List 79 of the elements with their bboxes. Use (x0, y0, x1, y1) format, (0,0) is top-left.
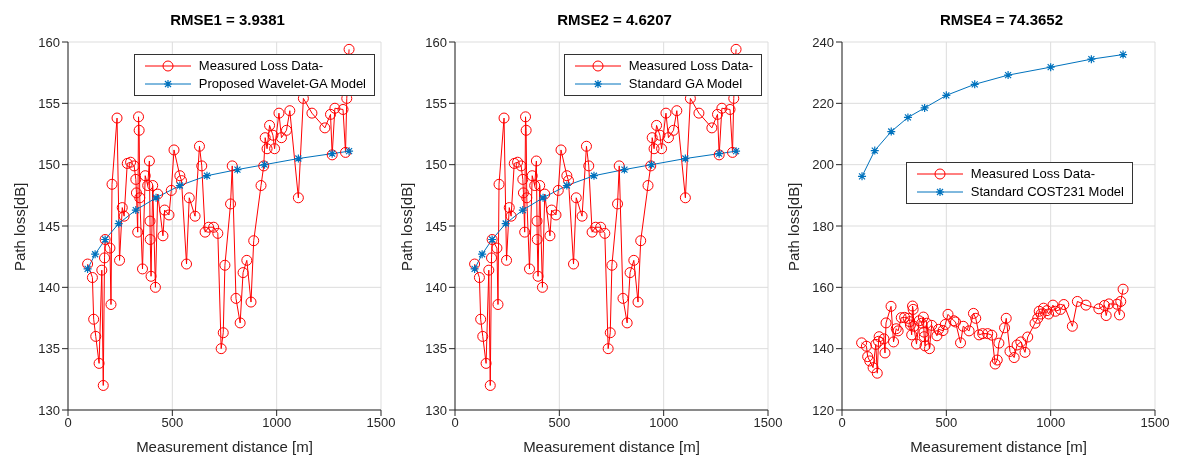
x-tick-label: 0 (451, 415, 459, 431)
point (589, 171, 599, 181)
y-tick-label: 220 (812, 95, 834, 111)
point (83, 264, 93, 274)
y-tick-label: 130 (38, 402, 60, 418)
x-tick-label: 1500 (1140, 415, 1170, 431)
x-axis-title: Measurement distance [m] (523, 438, 700, 455)
y-tick-label: 140 (812, 341, 834, 357)
x-tick-label: 500 (935, 415, 958, 431)
point (344, 146, 354, 156)
point (680, 153, 690, 164)
point (619, 164, 630, 175)
y-tick-label: 155 (38, 95, 60, 111)
point (90, 249, 100, 259)
y-tick-label: 150 (38, 157, 60, 173)
point (151, 193, 161, 203)
y-tick-label: 120 (812, 402, 834, 418)
y-tick-label: 160 (812, 279, 834, 295)
legend-label: Measured Loss Data- (970, 165, 1096, 183)
x-tick-label: 0 (838, 415, 846, 431)
y-tick-label: 160 (38, 34, 60, 50)
point (870, 145, 880, 156)
point (1003, 70, 1013, 80)
y-tick-label: 140 (38, 279, 60, 295)
point (731, 146, 741, 156)
chart-title: RMSE2 = 4.6207 (556, 10, 673, 30)
y-tick-label: 240 (812, 34, 834, 50)
point (114, 218, 124, 229)
y-tick-label: 130 (425, 402, 447, 418)
y-tick-label: 135 (425, 341, 447, 357)
point (903, 112, 913, 123)
x-tick-label: 1000 (1036, 415, 1066, 431)
x-tick-label: 0 (64, 415, 72, 431)
point (920, 103, 930, 113)
point (232, 164, 243, 175)
y-tick-label: 140 (425, 279, 447, 295)
point (477, 249, 487, 259)
legend-label: Measured Loss Data- (198, 57, 324, 75)
point (175, 180, 185, 191)
legend-label: Measured Loss Data- (628, 57, 753, 75)
legend-label: Standard GA Model (628, 75, 743, 93)
legend-label: Standard COST231 Model (970, 183, 1124, 201)
y-tick-label: 150 (425, 157, 447, 173)
x-tick-label: 1000 (649, 415, 679, 431)
y-tick-label: 145 (425, 218, 447, 234)
point (501, 218, 511, 229)
x-tick-label: 1500 (366, 415, 396, 431)
x-axis-title: Measurement distance [m] (136, 438, 313, 455)
y-tick-label: 155 (425, 95, 447, 111)
x-tick-label: 500 (161, 415, 184, 431)
x-axis-title: Measurement distance [m] (910, 438, 1087, 455)
point (970, 79, 980, 89)
x-tick-label: 500 (548, 415, 571, 431)
y-tick-label: 160 (425, 34, 447, 50)
point (857, 171, 867, 181)
point (1046, 62, 1056, 72)
chart-title: RMSE1 = 3.9381 (169, 10, 286, 30)
x-tick-label: 1500 (753, 415, 783, 431)
y-axis-title: Path loss[dB] (785, 182, 803, 271)
legend-label: Proposed Wavelet-GA Model (198, 75, 366, 93)
point (941, 90, 951, 100)
chart-title: RMSE4 = 74.3652 (939, 10, 1064, 30)
x-tick-label: 1000 (262, 415, 292, 431)
point (1118, 49, 1128, 60)
y-tick-label: 180 (812, 218, 834, 234)
y-tick-label: 200 (812, 157, 834, 173)
y-tick-label: 135 (38, 341, 60, 357)
point (886, 126, 896, 137)
point (293, 153, 303, 164)
point (470, 264, 480, 274)
y-axis-title: Path loss[dB] (398, 182, 416, 271)
point (131, 205, 141, 215)
point (538, 193, 548, 203)
point (202, 171, 212, 181)
y-axis-title: Path loss[dB] (11, 182, 29, 271)
point (1086, 54, 1096, 64)
y-tick-label: 145 (38, 218, 60, 234)
point (518, 205, 528, 215)
point (562, 180, 572, 191)
